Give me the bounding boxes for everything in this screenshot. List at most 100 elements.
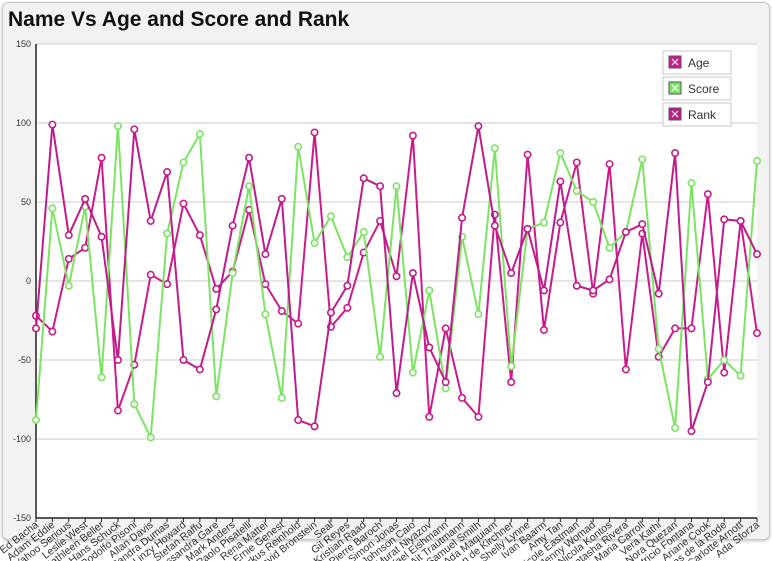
rank-point [64, 231, 73, 240]
score-point [212, 392, 221, 401]
rank-point [97, 232, 106, 241]
rank-point [671, 149, 680, 158]
age-point [146, 270, 155, 279]
rank-point [228, 221, 237, 230]
score-point [31, 416, 40, 425]
rank-point [195, 365, 204, 374]
chart-title: Name Vs Age and Score and Rank [8, 8, 350, 31]
score-point [245, 182, 254, 191]
age-point [752, 329, 761, 338]
score-point [556, 149, 565, 158]
rank-point [392, 389, 401, 398]
age-point [212, 284, 221, 293]
score-point [195, 130, 204, 139]
rank-point [310, 422, 319, 431]
rank-point [326, 308, 335, 317]
rank-point [81, 194, 90, 203]
rank-point [245, 153, 254, 162]
rank-point [425, 343, 434, 352]
y-tick-label: 100 [16, 118, 31, 128]
rank-point [556, 177, 565, 186]
age-point [81, 243, 90, 252]
rank-point [654, 289, 663, 298]
score-point [589, 198, 598, 207]
legend-mark-score [671, 84, 679, 92]
score-point [474, 310, 483, 319]
y-tick-label: -100 [13, 434, 31, 444]
rank-point [523, 224, 532, 233]
age-point [556, 218, 565, 227]
score-point [736, 371, 745, 380]
score-point [539, 218, 548, 227]
rank-point [31, 324, 40, 333]
age-point [64, 254, 73, 263]
score-point [97, 373, 106, 382]
rank-point [179, 355, 188, 364]
rank-point [605, 275, 614, 284]
score-point [228, 269, 237, 278]
age-point [261, 280, 270, 289]
score-point [130, 400, 139, 409]
rank-point [146, 216, 155, 225]
age-point [163, 280, 172, 289]
rank-point [621, 228, 630, 237]
legend-label-rank: Rank [688, 108, 717, 122]
age-point [621, 365, 630, 374]
rank-point [261, 250, 270, 259]
age-point [441, 324, 450, 333]
score-point [605, 243, 614, 252]
age-point [310, 128, 319, 137]
score-point [64, 281, 73, 290]
legend-mark-age [671, 58, 679, 66]
rank-point [474, 122, 483, 131]
age-point [720, 368, 729, 377]
rank-point [539, 286, 548, 295]
age-point [343, 303, 352, 312]
age-point [687, 324, 696, 333]
series-rank [31, 120, 761, 436]
rank-point [572, 281, 581, 290]
legend-label-score: Score [688, 82, 720, 96]
rank-point [163, 167, 172, 176]
score-point [392, 182, 401, 191]
score-point [326, 212, 335, 221]
score-point [507, 362, 516, 371]
age-point [507, 378, 516, 387]
rank-point [212, 305, 221, 314]
age-point [294, 319, 303, 328]
score-point [408, 368, 417, 377]
score-point [441, 384, 450, 393]
legend-label-age: Age [688, 56, 710, 70]
age-point [671, 324, 680, 333]
age-point [425, 412, 434, 421]
legend-mark-rank [671, 110, 679, 118]
rank-point [48, 120, 57, 129]
y-tick-label: 0 [26, 276, 31, 286]
rank-point [736, 216, 745, 225]
rank-point [113, 355, 122, 364]
score-point [113, 122, 122, 131]
series-score [31, 122, 761, 442]
score-point [163, 229, 172, 238]
rank-point [687, 427, 696, 436]
y-tick-label: 50 [21, 197, 31, 207]
score-point [376, 352, 385, 361]
rank-point [589, 286, 598, 295]
age-point [572, 158, 581, 167]
rank-point [458, 213, 467, 222]
age-point [703, 190, 712, 199]
age-point [113, 406, 122, 415]
rank-point [294, 416, 303, 425]
y-tick-label: -50 [18, 355, 31, 365]
rank-point [703, 378, 712, 387]
score-point [425, 286, 434, 295]
rank-point [638, 220, 647, 229]
score-point [720, 355, 729, 364]
score-point [572, 186, 581, 195]
age-point [523, 150, 532, 159]
score-point [343, 253, 352, 262]
rank-point [130, 125, 139, 134]
age-point [474, 412, 483, 421]
rank-point [408, 269, 417, 278]
